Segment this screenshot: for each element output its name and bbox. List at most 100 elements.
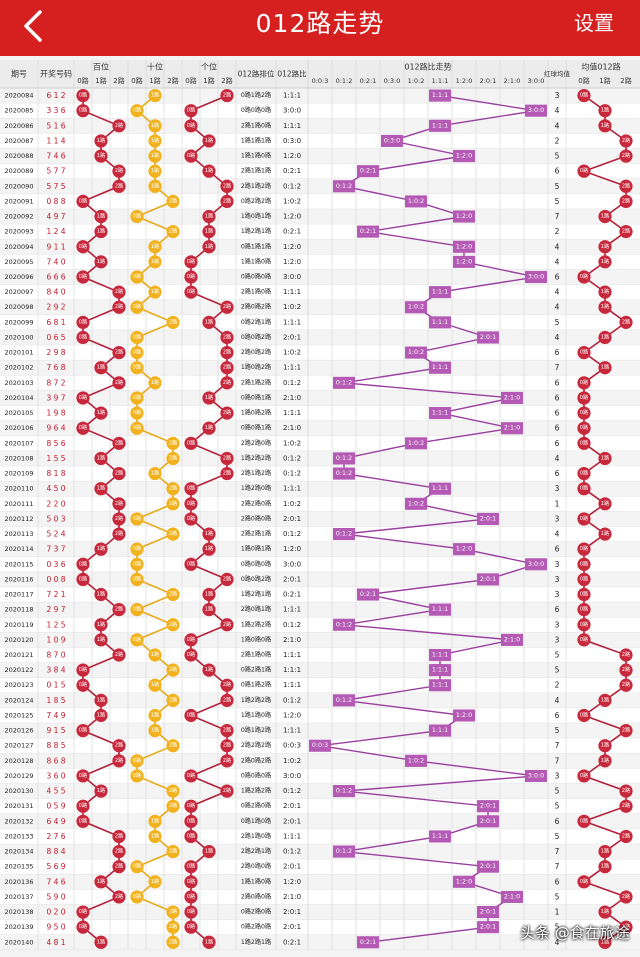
route-ball xyxy=(112,179,126,193)
redball-avg: 4 xyxy=(555,696,560,705)
redball-avg: 5 xyxy=(555,802,560,811)
ratio-hit-cell xyxy=(333,180,355,193)
route-ball-label: 2路 xyxy=(169,907,178,915)
ratio-hit-label: 0:2:1 xyxy=(360,228,376,235)
ratio-hit-cell xyxy=(429,664,451,677)
route-ratio: 1:2:0 xyxy=(283,213,301,221)
ratio-hit-cell xyxy=(477,905,499,919)
route-ball xyxy=(166,905,180,919)
redball-avg: 3 xyxy=(555,484,560,493)
table-row xyxy=(0,753,640,769)
route-ball xyxy=(76,88,90,103)
ratio-hit-cell xyxy=(357,936,379,949)
route-ball-label: 0路 xyxy=(187,831,196,839)
ratio-hit-cell xyxy=(429,482,451,495)
route-ball-label: 1路 xyxy=(205,665,214,673)
ratio-hit-label: 3:0:0 xyxy=(528,107,544,114)
avg-route-ball xyxy=(577,512,591,526)
route-ball xyxy=(94,542,108,556)
issue-number: 2020124 xyxy=(5,696,34,704)
route-pattern: 0路1路2路 xyxy=(241,91,272,99)
ratio-hit-label: 2:0:1 xyxy=(480,334,496,341)
ratio-hit-label: 1:1:1 xyxy=(432,92,448,99)
route-ball-label: 2路 xyxy=(169,695,178,703)
route-ball xyxy=(112,829,126,844)
route-ball-label: 1路 xyxy=(151,121,160,129)
redball-avg: 4 xyxy=(555,530,560,539)
route-ball xyxy=(76,905,90,919)
ratio-hit-cell xyxy=(501,422,523,435)
route-ball-label: 0路 xyxy=(79,680,88,688)
route-ball-label: 2路 xyxy=(169,453,178,461)
route-ball-label: 0路 xyxy=(187,559,196,567)
issue-number: 2020125 xyxy=(5,711,34,719)
route-ball-label: 0路 xyxy=(133,212,142,220)
route-ball xyxy=(130,754,144,768)
route-ball-label: 0路 xyxy=(187,121,196,129)
route-ball-label: 2路 xyxy=(223,574,232,582)
route-ball-label: 0路 xyxy=(133,423,142,431)
ratio-hit-cell xyxy=(453,210,475,223)
route-ball xyxy=(202,542,216,556)
avg-route-ball xyxy=(577,633,591,647)
draw-numbers: 0 1 5 xyxy=(46,681,65,690)
ratio-hit-cell xyxy=(333,845,355,858)
route-ball xyxy=(166,315,180,329)
draw-numbers: 5 1 6 xyxy=(46,121,65,130)
route-ratio: 2:0:1 xyxy=(283,817,301,825)
route-ball xyxy=(184,482,198,496)
avg-route-label: 2路 xyxy=(622,227,631,235)
route-ratio: 1:1:1 xyxy=(283,288,301,296)
route-ball xyxy=(130,361,144,375)
route-pattern: 0路0路2路 xyxy=(241,575,272,583)
route-ball-label: 1路 xyxy=(151,680,160,688)
route-pattern: 1路2路2路 xyxy=(241,787,272,795)
route-ball-label: 0路 xyxy=(79,272,88,280)
avg-route-ball xyxy=(598,693,612,707)
route-ball xyxy=(166,739,180,753)
route-pattern: 2路1路0路 xyxy=(241,121,272,129)
avg-route-ball xyxy=(619,225,633,239)
route-ball xyxy=(184,436,198,450)
route-ball xyxy=(220,194,234,208)
ratio-hit-cell xyxy=(429,679,451,692)
route-ball-label: 2路 xyxy=(223,181,232,189)
route-ball xyxy=(166,194,180,208)
ratio-hit-cell xyxy=(453,543,475,556)
header-ratio-type: 0:2:1 xyxy=(360,77,377,85)
route-ball xyxy=(130,300,144,314)
ratio-hit-cell xyxy=(453,255,475,268)
route-pattern: 1路2路0路 xyxy=(241,484,272,492)
route-pattern: 2路1路2路 xyxy=(241,378,272,386)
route-ball-label: 0路 xyxy=(187,635,196,643)
ratio-hit-label: 0:3:0 xyxy=(384,137,400,144)
settings-button[interactable]: 设置 xyxy=(574,11,614,35)
route-pattern: 2路2路0路 xyxy=(241,499,272,507)
table-row xyxy=(0,420,640,436)
route-ball xyxy=(166,784,180,798)
route-ratio: 2:0:1 xyxy=(283,908,301,916)
issue-number: 2020115 xyxy=(5,560,34,568)
draw-numbers: 7 4 6 xyxy=(46,152,65,161)
route-ball-label: 0路 xyxy=(133,272,142,280)
back-arrow-icon[interactable] xyxy=(14,6,54,46)
table-row xyxy=(0,435,640,451)
route-pattern: 2路2路1路 xyxy=(241,847,272,855)
avg-route-label: 0路 xyxy=(580,348,589,356)
draw-numbers: 7 3 7 xyxy=(46,545,65,554)
table-row xyxy=(0,375,640,391)
issue-number: 2020116 xyxy=(5,575,34,583)
route-ball xyxy=(148,376,162,390)
route-ratio: 1:0:2 xyxy=(283,349,301,357)
route-ball-label: 0路 xyxy=(187,892,196,900)
route-ball xyxy=(94,451,108,466)
route-pattern: 0路0路1路 xyxy=(241,424,272,432)
redball-avg: 3 xyxy=(555,635,560,644)
issue-number: 2020090 xyxy=(5,182,34,190)
route-ratio: 0:1:2 xyxy=(283,454,301,462)
route-ball xyxy=(184,512,198,526)
avg-route-label: 1路 xyxy=(601,937,610,945)
route-ball-label: 1路 xyxy=(151,257,160,265)
issue-number: 2020098 xyxy=(5,303,34,311)
avg-route-label: 1路 xyxy=(601,121,610,129)
